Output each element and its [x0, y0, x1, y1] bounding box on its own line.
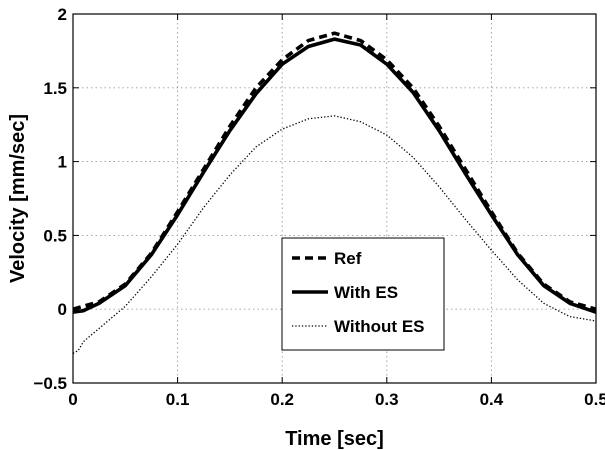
- x-tick-label: 0.1: [166, 390, 190, 409]
- y-tick-label: 0: [58, 300, 67, 319]
- legend-label: Ref: [334, 249, 362, 268]
- y-axis-label: Velocity [mm/sec]: [7, 114, 29, 283]
- x-tick-label: 0.3: [375, 390, 399, 409]
- y-tick-label: 2: [58, 5, 67, 24]
- plot-series: [72, 31, 597, 355]
- plot-frame: [72, 13, 597, 384]
- x-tick-label: 0: [68, 390, 77, 409]
- x-axis-label: Time [sec]: [285, 428, 384, 450]
- legend-label: With ES: [334, 283, 398, 302]
- series-line-2: [72, 37, 597, 314]
- y-tick-label: 1.5: [43, 79, 67, 98]
- x-tick-label: 0.4: [480, 390, 504, 409]
- y-tick-label: 1: [58, 153, 67, 172]
- axis-ticks: 0 0.1 0.2 0.3 0.4 0.5−0.500.511.52: [33, 5, 605, 409]
- y-tick-label: 0.5: [43, 226, 67, 245]
- series-line-3: [72, 115, 597, 355]
- legend: Ref With ES Without ES: [281, 237, 445, 351]
- x-tick-label: 0.5: [584, 390, 605, 409]
- y-tick-label: −0.5: [33, 374, 67, 393]
- legend-label: Without ES: [334, 317, 425, 336]
- x-tick-label: 0.2: [270, 390, 294, 409]
